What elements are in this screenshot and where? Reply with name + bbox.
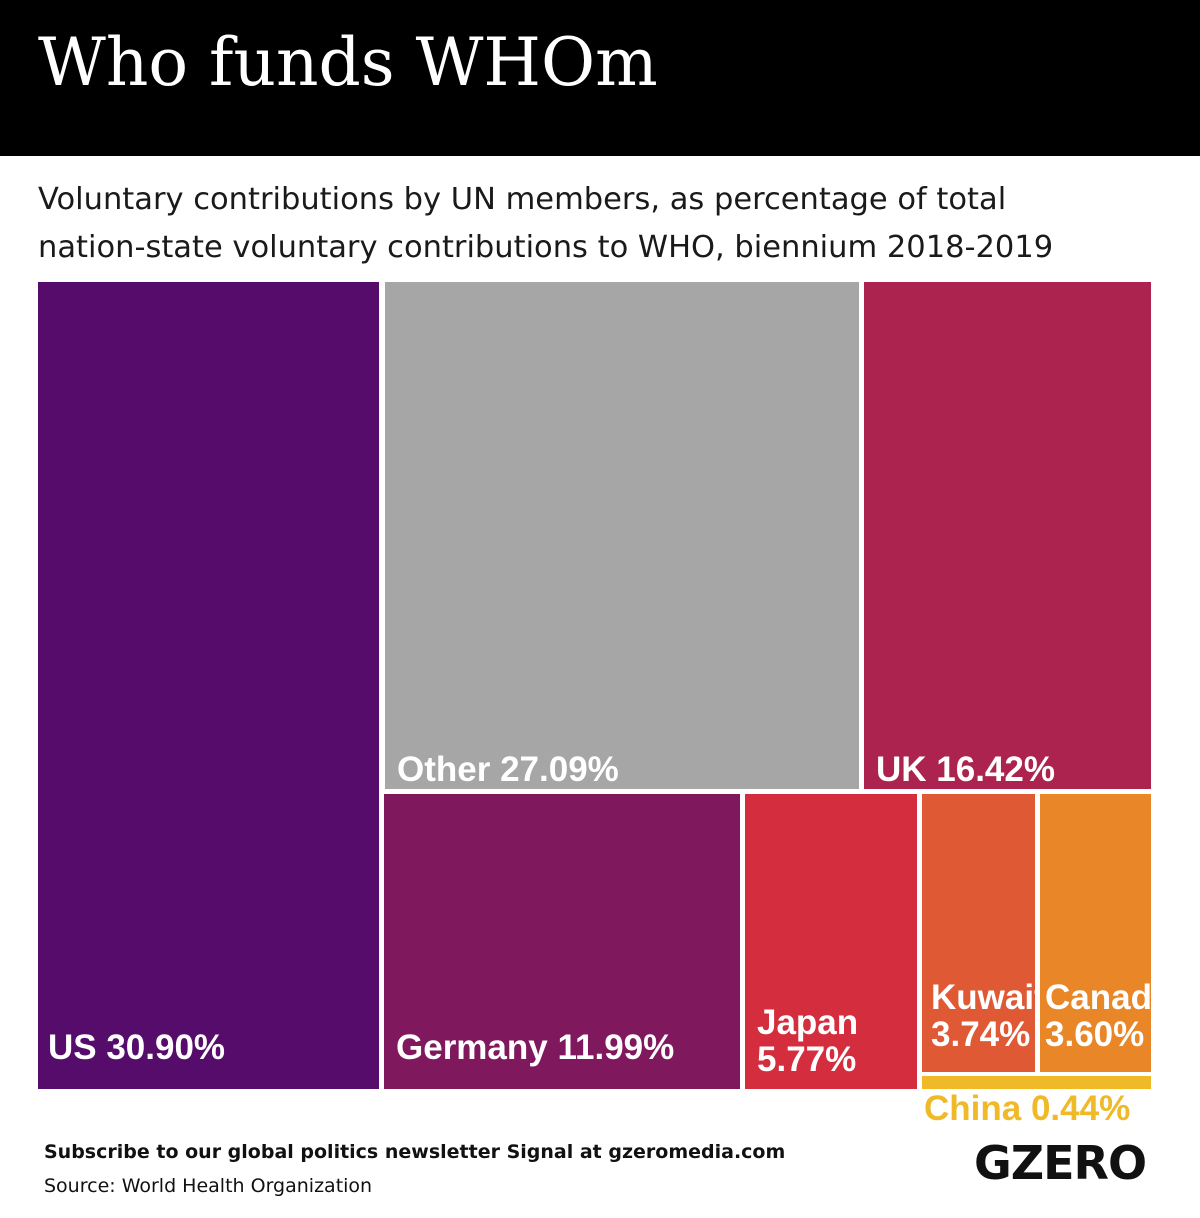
source-text: Source: World Health Organization bbox=[44, 1175, 373, 1197]
canada-tile bbox=[1040, 794, 1151, 1072]
kuwait-tile bbox=[922, 794, 1035, 1072]
japan-tile bbox=[745, 794, 917, 1089]
japan-label-line-2: 5.77% bbox=[757, 1040, 856, 1079]
chart-title: Who funds WHOm bbox=[38, 24, 658, 101]
germany-label: Germany 11.99% bbox=[396, 1028, 674, 1067]
uk-label: UK 16.42% bbox=[876, 750, 1055, 789]
other-label: Other 27.09% bbox=[397, 750, 619, 789]
subtitle-line-1: Voluntary contributions by UN members, a… bbox=[38, 182, 1007, 217]
subscribe-text: Subscribe to our global politics newslet… bbox=[44, 1141, 786, 1163]
us-label: US 30.90% bbox=[48, 1028, 225, 1067]
china-label: China 0.44% bbox=[924, 1089, 1130, 1128]
kuwait-label-line-2: 3.74% bbox=[931, 1015, 1030, 1054]
japan-label-line-1: Japan bbox=[757, 1003, 858, 1042]
uk-tile bbox=[864, 282, 1151, 789]
germany-tile bbox=[384, 794, 740, 1089]
canada-label-line-2: 3.60% bbox=[1045, 1015, 1144, 1054]
canada-label-line-1: Canada bbox=[1045, 978, 1172, 1017]
gzero-logo: GZERO bbox=[974, 1136, 1147, 1190]
china-tile bbox=[922, 1076, 1151, 1089]
chart-subtitle: Voluntary contributions by UN members, a… bbox=[38, 176, 1168, 272]
kuwait-label-line-1: Kuwait bbox=[931, 978, 1046, 1017]
other-tile bbox=[385, 282, 859, 789]
subtitle-line-2: nation-state voluntary contributions to … bbox=[38, 230, 1054, 265]
title-bar: Who funds WHOm bbox=[0, 0, 1200, 156]
us-tile bbox=[38, 282, 379, 1089]
